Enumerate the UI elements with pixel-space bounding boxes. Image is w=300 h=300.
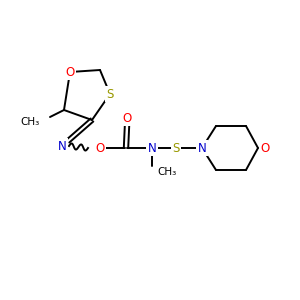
- Text: CH₃: CH₃: [157, 167, 176, 177]
- Text: N: N: [58, 140, 66, 152]
- Text: S: S: [106, 88, 114, 100]
- Text: O: O: [95, 142, 105, 154]
- Text: CH₃: CH₃: [21, 117, 40, 127]
- Text: O: O: [122, 112, 132, 124]
- Text: O: O: [65, 65, 75, 79]
- Text: N: N: [198, 142, 206, 154]
- Text: S: S: [172, 142, 180, 154]
- Text: N: N: [148, 142, 156, 154]
- Text: O: O: [260, 142, 270, 154]
